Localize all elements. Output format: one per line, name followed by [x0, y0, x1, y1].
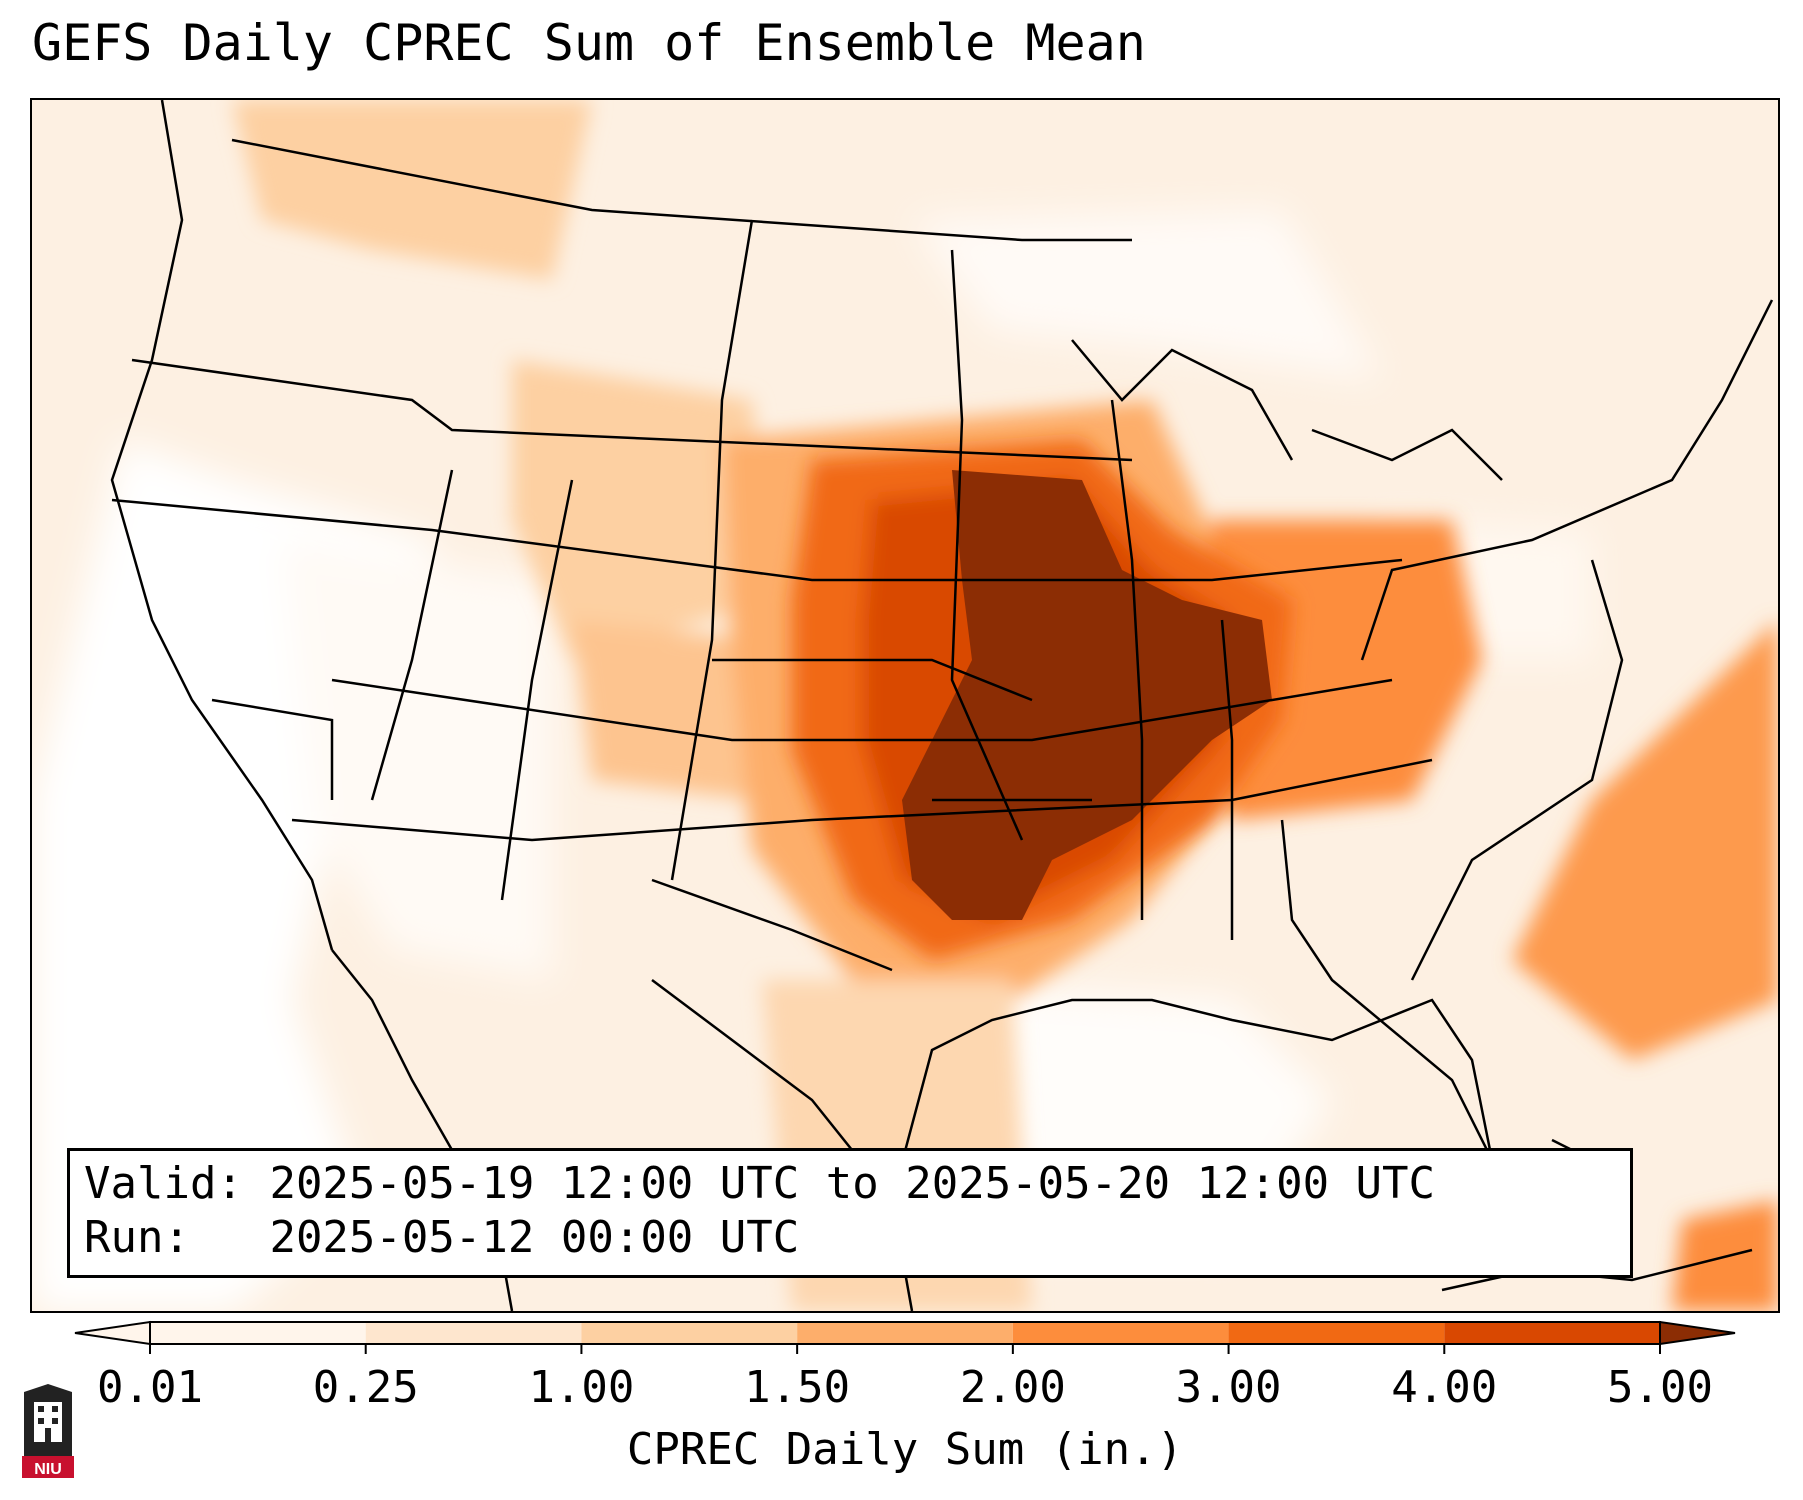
- colorbar-extend-min: [74, 1320, 151, 1346]
- valid-row: Valid: 2025-05-19 12:00 UTC to 2025-05-2…: [84, 1157, 1630, 1211]
- map-title: GEFS Daily CPREC Sum of Ensemble Mean: [32, 14, 1146, 72]
- colorbar-tick-label: 5.00: [1607, 1362, 1713, 1413]
- colorbar-tick-label: 4.00: [1391, 1362, 1498, 1413]
- state-boundaries: [110, 100, 1774, 1161]
- run-label: Run:: [84, 1212, 190, 1263]
- precipitation-map: [30, 98, 1780, 1313]
- colorbar-tick-label: 3.00: [1175, 1362, 1282, 1413]
- colorbar-tick-label: 1.00: [528, 1362, 635, 1413]
- colorbar-segment: [797, 1322, 1013, 1344]
- colorbar-segment: [1228, 1322, 1445, 1344]
- colorbar-segment: [1444, 1322, 1660, 1344]
- run-value: 2025-05-12 00:00 UTC: [269, 1212, 800, 1263]
- validity-info-box: Valid: 2025-05-19 12:00 UTC to 2025-05-2…: [67, 1148, 1633, 1278]
- run-row: Run: 2025-05-12 00:00 UTC: [84, 1211, 1630, 1265]
- colorbar-tick-label: 0.01: [97, 1362, 203, 1413]
- colorbar-segment: [1012, 1322, 1229, 1344]
- valid-value: 2025-05-19 12:00 UTC to 2025-05-20 12:00…: [269, 1158, 1436, 1209]
- colorbar-label: CPREC Daily Sum (in.): [626, 1424, 1184, 1475]
- colorbar-tick-label: 0.25: [312, 1362, 419, 1413]
- colorbar-tick-label: 1.50: [744, 1362, 851, 1413]
- niu-logo-icon: NIU: [22, 1384, 74, 1478]
- colorbar-outline: [149, 1321, 1661, 1345]
- colorbar: [74, 1320, 1736, 1354]
- precip-field-max: [902, 470, 1272, 920]
- map-canvas: [32, 100, 1778, 1311]
- colorbar-tick-label: 2.00: [959, 1362, 1066, 1413]
- colorbar-segment: [581, 1322, 798, 1344]
- valid-label: Valid:: [84, 1158, 243, 1209]
- colorbar-extend-max: [1659, 1320, 1736, 1346]
- colorbar-segment: [365, 1322, 582, 1344]
- colorbar-segment: [150, 1322, 366, 1344]
- logo-text: NIU: [34, 1461, 62, 1478]
